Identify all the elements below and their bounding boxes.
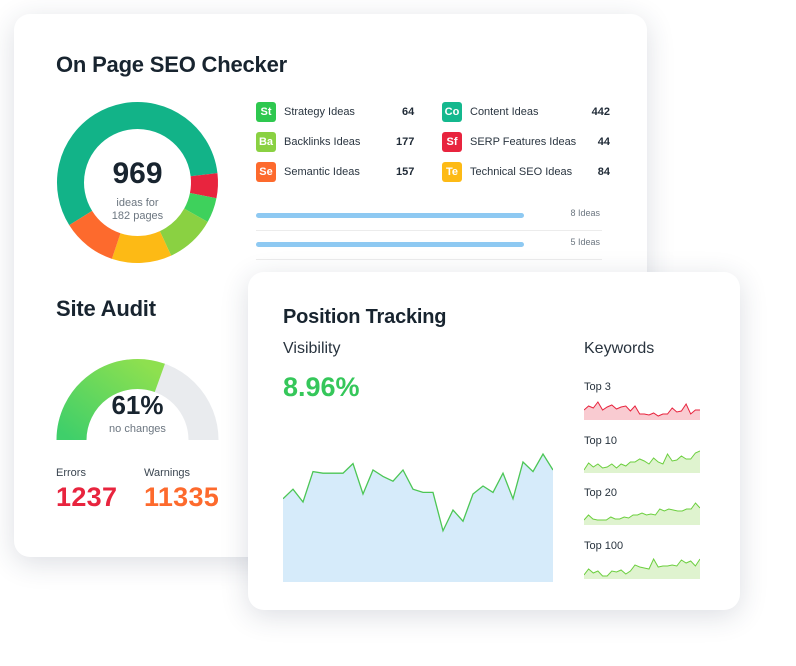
donut-caption: ideas for 182 pages [56,197,219,223]
idea-count: 64 [402,106,415,118]
donut-center: 969 ideas for 182 pages [56,101,219,264]
idea-badge: Ba [256,132,276,152]
idea-badge: St [256,102,276,122]
ideas-bar [256,213,524,218]
site-audit-title: Site Audit [56,296,156,321]
donut-svg [57,102,218,263]
keyword-top3-label: Top 3 [584,381,611,393]
site-audit-percent: 61% [111,390,164,420]
visibility-value: 8.96% [283,372,360,402]
sparkline-area [584,402,700,420]
idea-label: Content Ideas [470,106,539,118]
keyword-top20-sparkline [584,502,700,525]
idea-backlinks[interactable]: Ba Backlinks Ideas 177 [256,132,414,152]
sparkline-area [584,503,700,525]
donut-segment [57,102,218,263]
site-audit-caption: no changes [109,423,166,435]
sparkline-line [584,401,700,417]
position-tracking-card: Position Tracking Visibility 8.96% Keywo… [248,272,740,610]
site-audit-gauge [56,340,219,441]
idea-label: Semantic Ideas [284,166,360,178]
donut-segment [57,102,218,263]
idea-label: SERP Features Ideas [470,136,577,148]
idea-badge: Te [442,162,462,182]
ideas-bar [256,242,524,247]
errors-value: 1237 [56,482,118,512]
idea-label: Backlinks Ideas [284,136,361,148]
keyword-top10-sparkline [584,450,700,473]
keyword-top10-label: Top 10 [584,435,618,447]
idea-serp-features[interactable]: Sf SERP Features Ideas 44 [442,132,610,152]
donut-caption-line2: 182 pages [111,210,164,222]
sparkline-area [584,451,700,473]
ideas-bar-label: 8 Ideas [570,208,600,218]
seo-checker-title: On Page SEO Checker [56,52,287,77]
keyword-top20-label: Top 20 [584,487,618,499]
idea-technical-seo[interactable]: Te Technical SEO Ideas 84 [442,162,610,182]
idea-count: 84 [597,166,610,178]
sparkline-line [584,502,700,521]
idea-semantic[interactable]: Se Semantic Ideas 157 [256,162,414,182]
warnings-value: 11335 [144,482,220,512]
gauge-fill [56,359,165,441]
idea-badge: Se [256,162,276,182]
idea-count: 177 [396,136,415,148]
keyword-top100-label: Top 100 [584,540,624,552]
warnings-label: Warnings [144,467,191,479]
visibility-line [283,452,553,533]
gauge-svg [56,359,219,441]
idea-count: 157 [396,166,415,178]
keyword-top3-sparkline [584,401,700,420]
sparkline-area [584,559,700,579]
idea-label: Strategy Ideas [284,106,355,118]
errors-label: Errors [56,467,86,479]
keyword-top100-sparkline [584,557,700,579]
visibility-label: Visibility [283,340,341,357]
position-tracking-title: Position Tracking [283,306,447,328]
idea-count: 442 [591,106,610,118]
ideas-bar-row[interactable]: 5 Ideas [256,231,602,260]
donut-total: 969 [112,157,163,190]
idea-content[interactable]: Co Content Ideas 442 [442,102,610,122]
idea-strategy[interactable]: St Strategy Ideas 64 [256,102,414,122]
donut-caption-line1: ideas for [116,197,159,209]
idea-count: 44 [597,136,610,148]
ideas-bar-row[interactable]: 8 Ideas [256,202,602,231]
sparkline-line [584,450,700,471]
sparkline-line [584,557,700,577]
ideas-bar-label: 5 Ideas [570,237,600,247]
idea-badge: Co [442,102,462,122]
visibility-area [283,454,553,582]
idea-label: Technical SEO Ideas [470,166,573,178]
keywords-label: Keywords [584,340,655,357]
visibility-chart [283,452,553,582]
ideas-donut-chart: 969 ideas for 182 pages [56,101,219,264]
idea-badge: Sf [442,132,462,152]
